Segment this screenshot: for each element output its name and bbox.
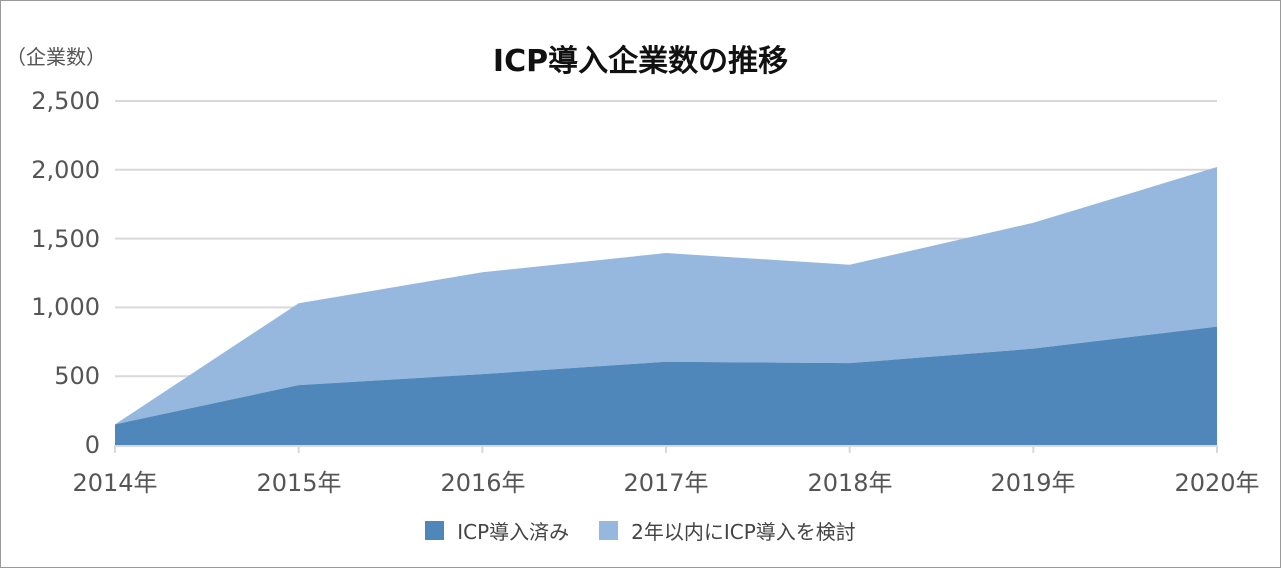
x-tick-2014: 2014年	[72, 469, 158, 497]
y-tick-500: 500	[54, 362, 100, 390]
y-tick-2000: 2,000	[31, 156, 100, 184]
x-tick-2017: 2017年	[623, 469, 709, 497]
y-axis-unit-label: （企業数）	[6, 45, 106, 69]
chart-title: ICP導入企業数の推移	[492, 44, 789, 79]
area-series-adopted	[115, 326, 1217, 445]
legend: ICP導入済み 2年以内にICP導入を検討	[0, 516, 1281, 545]
y-tick-2500: 2,500	[31, 87, 100, 115]
legend-label-adopted: ICP導入済み	[457, 520, 570, 544]
x-tick-2016: 2016年	[440, 469, 526, 497]
x-axis-tick-marks	[114, 445, 1218, 453]
x-tick-2020: 2020年	[1174, 469, 1260, 497]
legend-item-considering: 2年以内にICP導入を検討	[599, 516, 856, 545]
area-series-considering	[115, 167, 1217, 425]
legend-label-considering: 2年以内にICP導入を検討	[631, 520, 856, 544]
legend-swatch-considering	[599, 521, 619, 540]
y-tick-1500: 1,500	[31, 225, 100, 253]
legend-item-adopted: ICP導入済み	[425, 516, 569, 545]
y-tick-1000: 1,000	[31, 293, 100, 321]
legend-swatch-adopted	[425, 521, 445, 540]
x-tick-2018: 2018年	[807, 469, 893, 497]
x-tick-2019: 2019年	[990, 469, 1076, 497]
y-tick-0: 0	[84, 431, 100, 459]
x-tick-2015: 2015年	[256, 469, 342, 497]
